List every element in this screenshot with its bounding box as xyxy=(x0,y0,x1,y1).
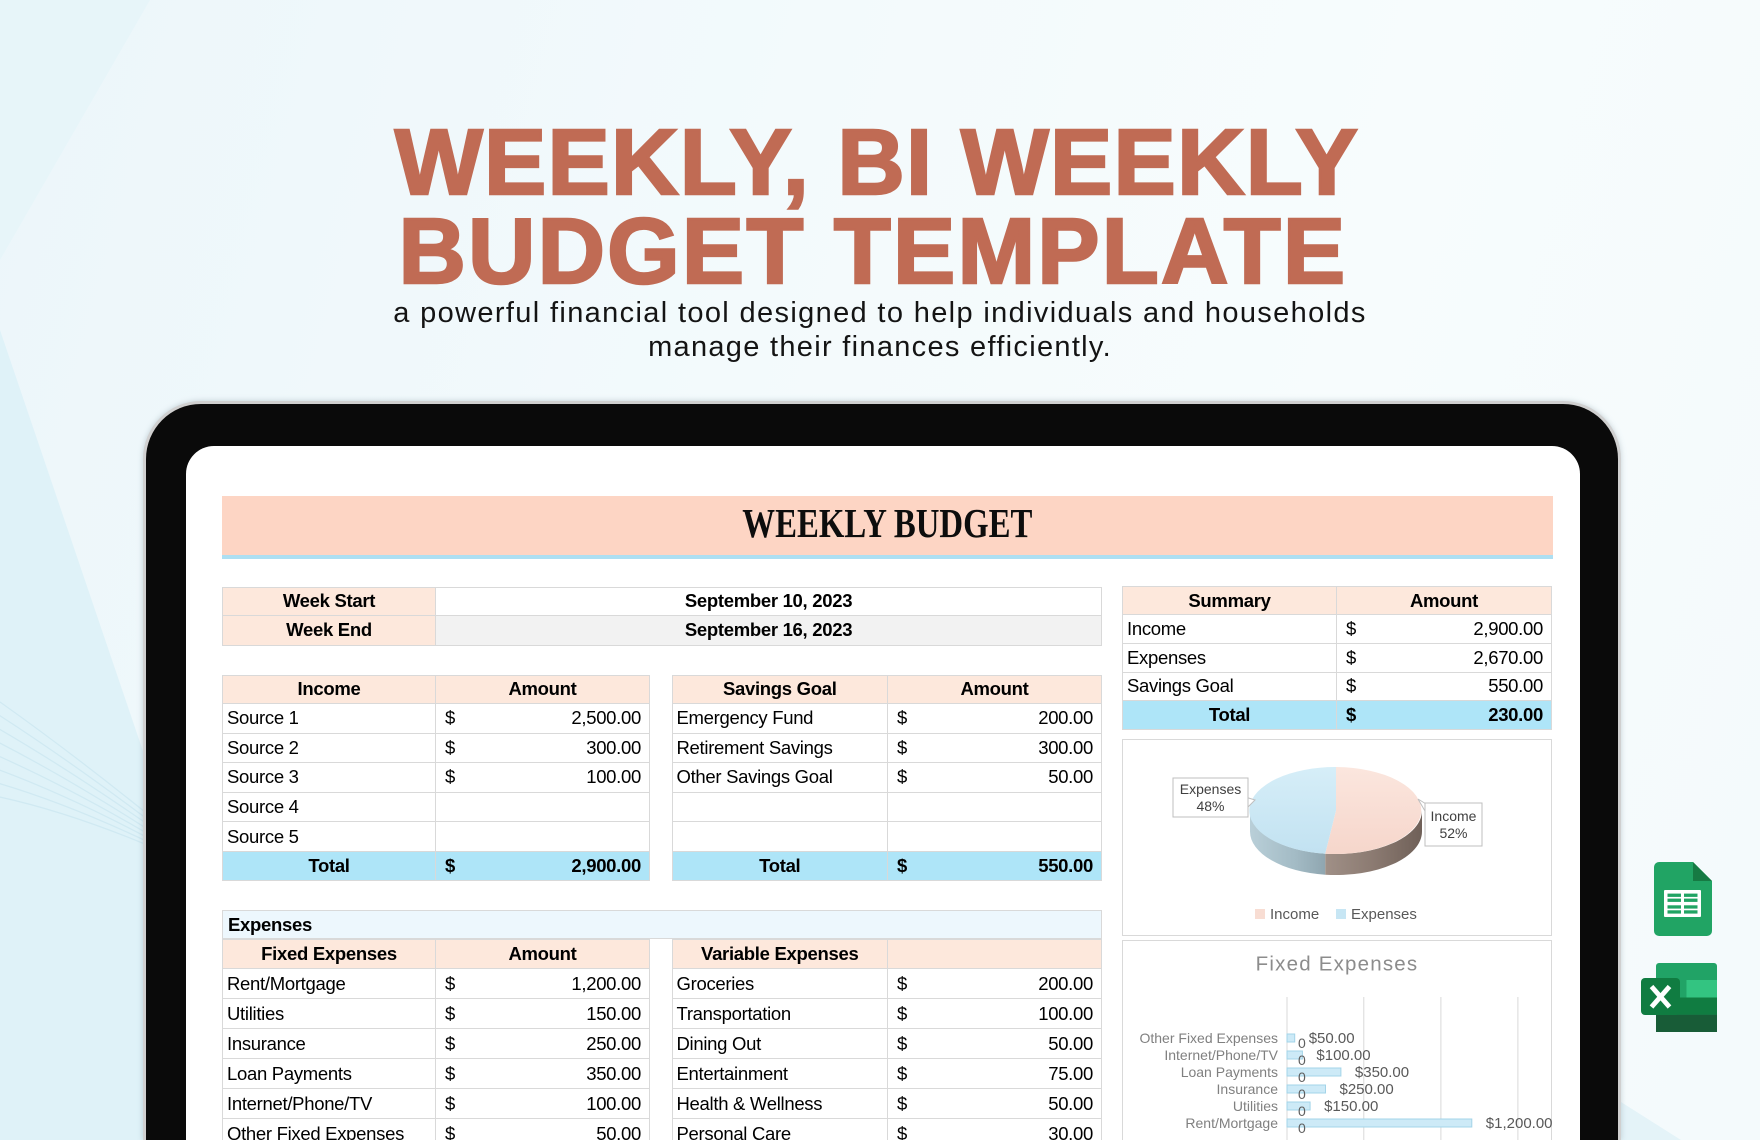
svg-text:Income: Income xyxy=(1431,808,1477,824)
svg-text:Other Fixed Expenses: Other Fixed Expenses xyxy=(1139,1030,1278,1046)
svg-text:0: 0 xyxy=(1298,1103,1306,1119)
svg-text:$100.00: $100.00 xyxy=(1316,1047,1370,1064)
svg-text:$150.00: $150.00 xyxy=(1324,1098,1378,1115)
svg-text:Expenses: Expenses xyxy=(1180,781,1241,797)
svg-text:0: 0 xyxy=(1298,1120,1306,1136)
svg-text:Income: Income xyxy=(1270,906,1319,923)
svg-text:$1,200.00: $1,200.00 xyxy=(1486,1115,1552,1132)
svg-text:0: 0 xyxy=(1298,1035,1306,1051)
svg-text:0: 0 xyxy=(1298,1069,1306,1085)
svg-text:$350.00: $350.00 xyxy=(1355,1064,1409,1081)
svg-text:0: 0 xyxy=(1298,1052,1306,1068)
svg-text:$50.00: $50.00 xyxy=(1309,1030,1355,1047)
svg-text:Loan Payments: Loan Payments xyxy=(1181,1064,1278,1080)
svg-text:Internet/Phone/TV: Internet/Phone/TV xyxy=(1164,1047,1278,1063)
svg-text:$250.00: $250.00 xyxy=(1340,1081,1394,1098)
svg-text:48%: 48% xyxy=(1196,798,1224,814)
svg-text:Insurance: Insurance xyxy=(1217,1081,1279,1097)
svg-text:Rent/Mortgage: Rent/Mortgage xyxy=(1185,1115,1278,1131)
svg-text:0: 0 xyxy=(1298,1086,1306,1102)
svg-text:Expenses: Expenses xyxy=(1351,906,1417,923)
svg-text:52%: 52% xyxy=(1439,825,1467,841)
svg-text:Utilities: Utilities xyxy=(1233,1098,1278,1114)
svg-text:Fixed Expenses: Fixed Expenses xyxy=(1256,953,1419,976)
